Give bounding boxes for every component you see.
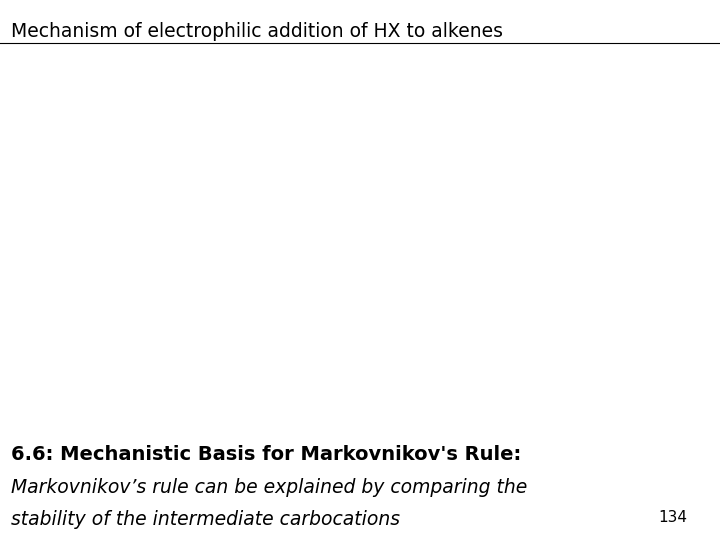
Text: 6.6: Mechanistic Basis for Markovnikov's Rule:: 6.6: Mechanistic Basis for Markovnikov's… bbox=[11, 446, 521, 464]
Text: stability of the intermediate carbocations: stability of the intermediate carbocatio… bbox=[11, 510, 400, 529]
Text: Mechanism of electrophilic addition of HX to alkenes: Mechanism of electrophilic addition of H… bbox=[11, 22, 503, 40]
Text: Markovnikov’s rule can be explained by comparing the: Markovnikov’s rule can be explained by c… bbox=[11, 478, 527, 497]
Text: 134: 134 bbox=[659, 510, 688, 525]
